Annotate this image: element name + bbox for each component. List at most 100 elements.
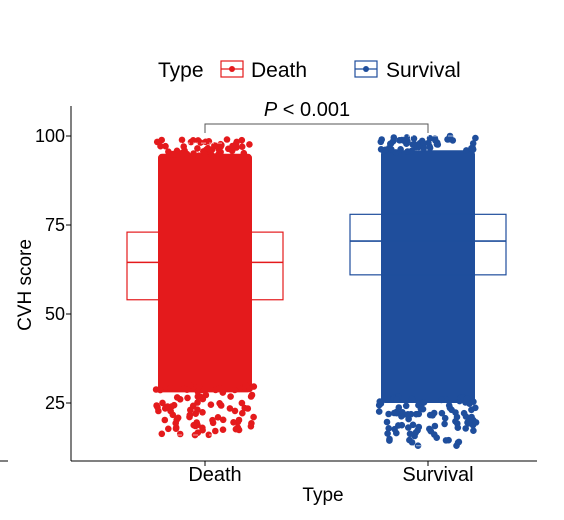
data-point [205,431,212,439]
p-value-text: < 0.001 [277,99,350,121]
data-point [403,140,410,147]
data-point [415,410,423,418]
data-point [406,430,414,438]
data-point [194,406,201,414]
data-point [158,430,166,438]
data-point [190,150,197,157]
p-value-annotation: P < 0.001 [264,99,350,121]
data-point [408,395,416,403]
data-point [431,135,439,142]
data-point [219,426,227,434]
data-point [405,415,412,423]
data-point [462,425,470,432]
point-cloud-survival [381,150,475,403]
y-tick-label: 100 [35,126,65,146]
data-point [165,425,172,433]
data-point [231,407,239,415]
data-point [467,415,475,423]
data-point [195,152,203,159]
data-point [230,419,237,426]
data-point [452,418,459,425]
data-point [223,136,231,143]
data-point [219,416,227,424]
x-tick-label-death: Death [188,464,241,486]
data-point [385,410,392,418]
y-ticks: 25 50 75 100 [35,126,71,413]
data-point [238,399,246,407]
data-point [378,136,386,143]
data-point [397,146,404,153]
data-point [234,424,242,431]
data-point [408,439,416,446]
data-point [472,419,480,426]
y-tick-label: 50 [45,304,65,324]
data-point [184,394,191,402]
legend-key-survival [354,60,378,78]
data-point [427,427,435,435]
data-point [164,403,171,410]
data-point [250,413,257,421]
data-point [187,406,194,414]
data-point [242,381,250,389]
data-point [186,413,193,421]
data-point [173,394,181,401]
x-ticks: Death Survival [188,461,474,486]
data-point [434,141,442,148]
data-point [246,141,253,148]
data-point [194,137,202,144]
data-point [438,396,445,404]
data-point [446,404,454,412]
legend-title: Type [158,59,204,82]
data-point [438,409,446,417]
y-tick-label: 25 [45,393,65,413]
data-point [152,386,160,393]
data-point [172,425,180,433]
data-point [472,404,479,412]
data-point [235,416,243,424]
data-point [226,405,234,412]
significance-bracket [204,123,429,133]
box-death [126,231,284,301]
data-point [472,134,479,142]
data-point [247,423,255,430]
data-point [420,145,428,152]
data-point [429,412,436,419]
data-point [414,427,421,434]
data-point [227,393,234,400]
data-point [209,419,217,427]
data-point [453,442,460,450]
data-point [385,425,393,432]
data-point [441,414,449,422]
data-point [194,388,202,396]
p-value-symbol: P [264,99,278,121]
data-point [214,414,222,421]
data-point [382,146,389,154]
data-point [154,404,161,411]
data-point [238,136,246,144]
data-point [231,386,239,394]
data-point [405,424,412,431]
data-point [238,143,246,150]
data-point [161,416,169,424]
data-point [442,437,450,444]
data-point [383,418,391,426]
data-point [384,430,391,437]
data-point [408,147,416,155]
data-point [431,422,439,430]
boxes [126,135,507,447]
y-tick-label: 75 [45,215,65,235]
data-point [217,402,225,409]
legend-key-death [220,60,244,78]
data-point [159,399,166,407]
data-point [452,409,459,416]
data-point [398,136,406,144]
data-point [463,147,470,154]
data-point [208,146,216,153]
data-point [402,402,410,410]
data-point [229,142,236,150]
x-tick-label-survival: Survival [402,464,473,486]
legend-label-death: Death [251,59,307,82]
data-point [166,151,173,158]
data-point [247,393,255,400]
data-point [468,145,475,152]
